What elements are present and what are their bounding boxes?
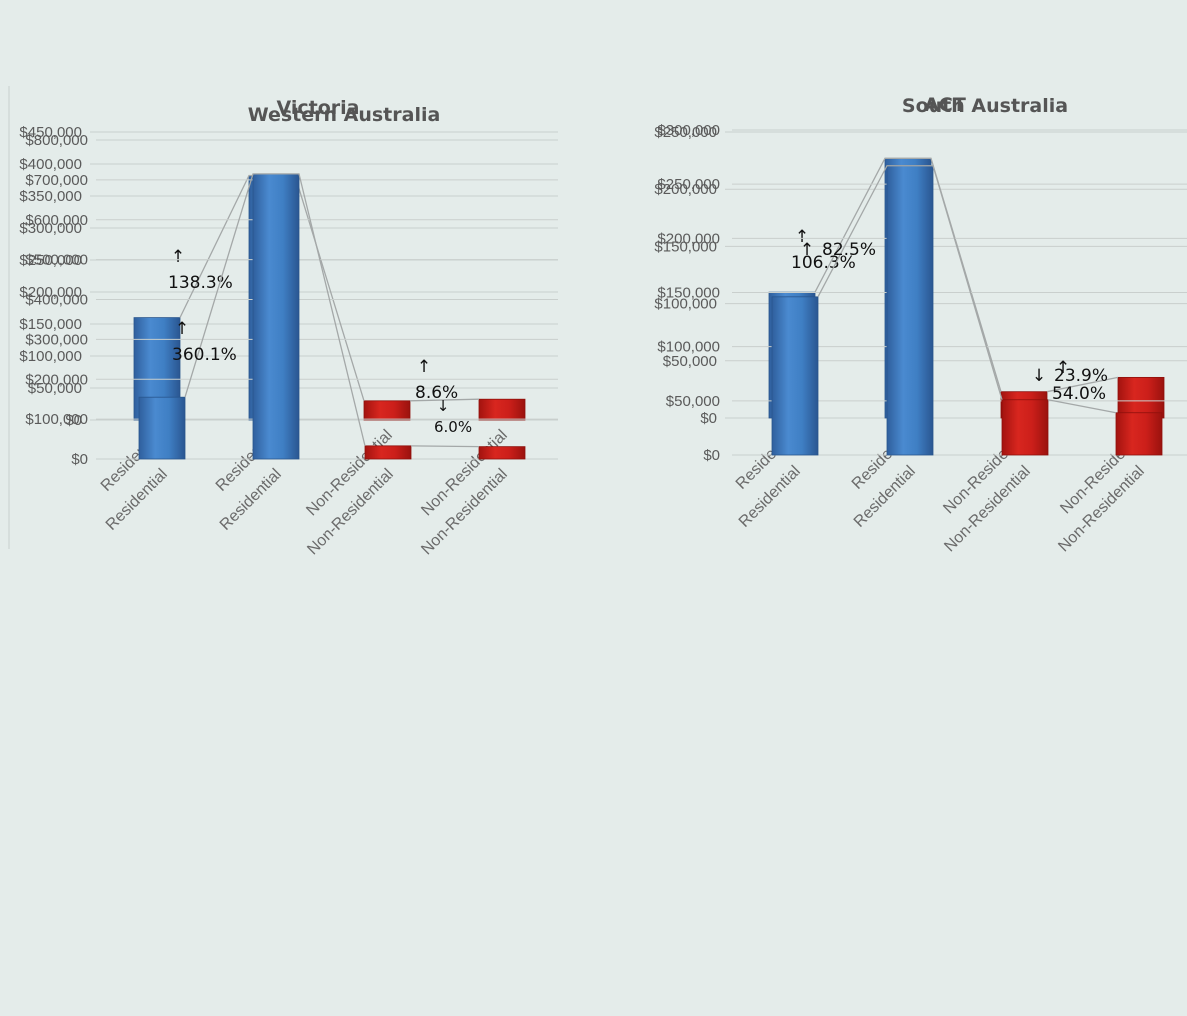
y-tick-label: $300,000 (25, 331, 88, 348)
x-tick-label: Non-Residential (1055, 463, 1148, 556)
y-tick-label: $800,000 (25, 132, 88, 149)
y-tick-label: $250,000 (19, 252, 82, 269)
trend-line (1046, 376, 1119, 393)
y-tick-label: $200,000 (25, 371, 88, 388)
chart-victoria: Victoria $0 $50,000 $100,000 $150,000 $200,00… (8, 86, 558, 549)
y-tick-label: $150,000 (19, 316, 82, 333)
y-tick-label: $600,000 (25, 212, 88, 229)
y-tick-label: $250,000 (657, 176, 720, 193)
x-tick-label: Non-Residential (418, 466, 511, 559)
change-percent-label: 360.1% (172, 345, 237, 365)
change-percent-label: 54.0% (1052, 384, 1106, 404)
y-tick-label: $350,000 (19, 188, 82, 205)
bar-residential-1 (771, 296, 819, 456)
y-tick-label: $0 (703, 447, 720, 464)
y-tick-label: $300,000 (657, 122, 720, 139)
arrow-up-icon: ↑ (175, 319, 189, 339)
bar-non-residential-3 (364, 445, 412, 460)
bar-residential-2 (886, 165, 934, 456)
bar-non-residential-3 (363, 400, 411, 421)
chart-act: ACT$0$50,000$100,000$150,000$200,000$250… (657, 94, 1187, 556)
y-tick-label: $150,000 (657, 285, 720, 302)
x-tick-label: Non-Residential (304, 466, 397, 559)
x-tick-label: Non-Residential (941, 463, 1034, 556)
y-tick-label: $50,000 (666, 393, 720, 410)
arrow-down-icon: ↓ (1032, 366, 1046, 386)
y-tick-label: $250,000 (654, 124, 717, 141)
arrow-up-icon: ↑ (1056, 358, 1070, 378)
y-tick-label: $0 (65, 412, 82, 429)
arrow-up-icon: ↑ (800, 240, 814, 260)
y-tick-label: $400,000 (19, 156, 82, 173)
x-tick-label: Residential (851, 463, 919, 531)
chart-title: South Australia (902, 95, 1068, 117)
y-tick-label: $300,000 (19, 220, 82, 237)
y-tick-label: $700,000 (25, 172, 88, 189)
y-tick-label: $200,000 (654, 181, 717, 198)
y-tick-label: $200,000 (19, 284, 82, 301)
change-percent-label: 106.3% (791, 253, 856, 273)
bar-non-residential-4 (1117, 376, 1165, 419)
arrow-down-icon: ↓ (437, 397, 450, 415)
chart-title: Victoria (277, 97, 360, 119)
x-tick-label: Residential (736, 463, 804, 531)
y-tick-label: $150,000 (654, 238, 717, 255)
change-percent-label: 8.6% (415, 383, 458, 403)
trend-line (1047, 399, 1117, 414)
bar-non-residential-4 (478, 398, 526, 421)
arrow-up-icon: ↑ (417, 357, 431, 377)
y-tick-label: $50,000 (663, 353, 717, 370)
chart-title: Western Australia (248, 104, 441, 126)
trend-line (817, 165, 1003, 400)
trend-line (184, 173, 366, 446)
arrow-up-icon: ↑ (795, 227, 809, 247)
change-percent-label: 82.5% (822, 240, 876, 260)
bar-non-residential-4 (1115, 412, 1163, 456)
gridlines (725, 131, 1187, 419)
chart-western-australia: Western Australia$0$100,000$200,000$300,… (25, 104, 558, 559)
chart-title: ACT (924, 94, 966, 116)
y-tick-label: $0 (700, 410, 717, 427)
bar-residential-2 (252, 173, 300, 460)
y-tick-label: $100,000 (25, 411, 88, 428)
arrow-up-icon: ↑ (171, 247, 185, 267)
y-tick-label: $100,000 (657, 339, 720, 356)
y-tick-label: $50,000 (28, 380, 82, 397)
y-tick-label: $500,000 (25, 252, 88, 269)
x-tick-label: Residential (217, 466, 285, 534)
bar-residential-1 (138, 396, 186, 460)
x-tick-label: Residential (103, 466, 171, 534)
change-percent-label: 6.0% (434, 418, 472, 436)
y-tick-label: $450,000 (19, 124, 82, 141)
trend-line (410, 445, 480, 448)
y-tick-label: $400,000 (25, 292, 88, 309)
change-percent-label: 138.3% (168, 273, 233, 293)
trend-line (409, 398, 480, 402)
y-tick-label: $200,000 (657, 230, 720, 247)
y-tick-label: $0 (71, 451, 88, 468)
y-tick-label: $100,000 (654, 296, 717, 313)
bar-non-residential-4 (478, 446, 526, 460)
change-percent-label: 23.9% (1054, 366, 1108, 386)
y-tick-label: $100,000 (19, 348, 82, 365)
bar-non-residential-3 (1001, 399, 1049, 456)
trend-line (814, 157, 1002, 392)
